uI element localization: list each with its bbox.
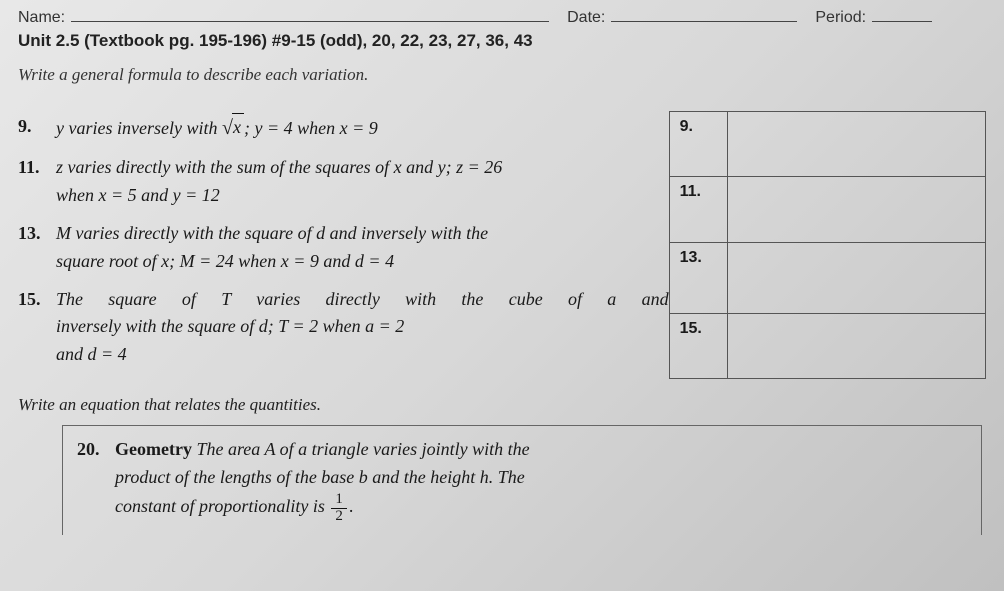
problem-body: y varies inversely with x; y = 4 when x …	[56, 113, 669, 144]
text-segment: The square of T varies directly with the…	[56, 286, 669, 314]
answer-cell-9[interactable]: 9.	[669, 112, 727, 177]
problem-11: 11. z varies directly with the sum of th…	[18, 154, 669, 210]
problem-body: The square of T varies directly with the…	[56, 286, 669, 370]
text-segment: and d = 4	[56, 341, 127, 369]
answer-cell-15-blank[interactable]	[727, 313, 985, 378]
sqrt-expr: x	[222, 113, 244, 144]
fraction-num: 1	[331, 492, 347, 509]
date-label: Date:	[567, 9, 605, 27]
problem-number: 13.	[18, 220, 48, 276]
answer-grid: 9. 11. 13. 15.	[669, 111, 986, 379]
instruction-2: Write an equation that relates the quant…	[18, 395, 986, 415]
name-label: Name:	[18, 9, 65, 27]
answer-cell-13[interactable]: 13.	[669, 242, 727, 313]
text-segment: when x = 5 and y = 12	[56, 185, 220, 205]
table-row: 9.	[669, 112, 985, 177]
text-segment: T = 2 when a = 2	[278, 316, 404, 336]
problem-20-box: 20. Geometry The area A of a triangle va…	[62, 425, 982, 534]
text-segment: ;	[244, 118, 255, 138]
table-row: 13.	[669, 242, 985, 313]
problem-category: Geometry	[115, 439, 192, 459]
text-segment: The area A of a triangle varies jointly …	[192, 439, 530, 459]
problem-list: 9. y varies inversely with x; y = 4 when…	[18, 113, 669, 379]
problem-number: 20.	[77, 436, 107, 524]
problem-text: M varies directly with the square of d a…	[56, 223, 488, 271]
problem-15: 15. The square of T varies directly with…	[18, 286, 669, 370]
problem-20: 20. Geometry The area A of a triangle va…	[77, 436, 967, 524]
text-segment: y = 4 when x = 9	[254, 118, 377, 138]
instruction-1: Write a general formula to describe each…	[18, 65, 986, 85]
period-blank[interactable]	[872, 8, 932, 22]
table-row: 11.	[669, 177, 985, 242]
period-label: Period:	[815, 9, 866, 27]
problem-number: 11.	[18, 154, 48, 210]
worksheet-header: Name: Date: Period:	[18, 8, 986, 27]
answer-cell-11-blank[interactable]	[727, 177, 985, 242]
main-content: 9. y varies inversely with x; y = 4 when…	[18, 113, 986, 379]
problem-body: z varies directly with the sum of the sq…	[56, 154, 669, 210]
problem-body: M varies directly with the square of d a…	[56, 220, 669, 276]
answer-cell-13-blank[interactable]	[727, 242, 985, 313]
fraction: 12	[331, 492, 347, 525]
table-row: 15.	[669, 313, 985, 378]
problem-text: y varies inversely with x; y = 4 when x …	[56, 118, 378, 138]
text-segment: M varies directly with the square of d a…	[56, 223, 488, 243]
name-blank[interactable]	[71, 8, 549, 22]
text-segment: .	[349, 496, 354, 516]
text-segment: z = 26	[456, 157, 502, 177]
problem-9: 9. y varies inversely with x; y = 4 when…	[18, 113, 669, 144]
problem-number: 15.	[18, 286, 48, 370]
problem-text: z varies directly with the sum of the sq…	[56, 157, 502, 205]
text-segment: inversely with the square of d;	[56, 316, 278, 336]
assignment-title: Unit 2.5 (Textbook pg. 195-196) #9-15 (o…	[18, 31, 986, 51]
text-segment: product of the lengths of the base b and…	[115, 467, 525, 487]
text-segment: constant of proportionality is	[115, 496, 329, 516]
problem-13: 13. M varies directly with the square of…	[18, 220, 669, 276]
problem-body: Geometry The area A of a triangle varies…	[115, 436, 967, 524]
sqrt-arg: x	[232, 113, 244, 142]
date-blank[interactable]	[611, 8, 797, 22]
answer-cell-15[interactable]: 15.	[669, 313, 727, 378]
text-segment: M = 24 when x = 9 and d = 4	[180, 251, 394, 271]
answer-cell-9-blank[interactable]	[727, 112, 985, 177]
text-segment: z varies directly with the sum of the sq…	[56, 157, 456, 177]
problem-number: 9.	[18, 113, 48, 144]
problem-text: Geometry The area A of a triangle varies…	[115, 439, 530, 516]
text-segment: square root of x;	[56, 251, 180, 271]
fraction-den: 2	[331, 509, 347, 525]
answer-cell-11[interactable]: 11.	[669, 177, 727, 242]
problem-text: The square of T varies directly with the…	[56, 289, 669, 365]
text-segment: y varies inversely with	[56, 118, 222, 138]
